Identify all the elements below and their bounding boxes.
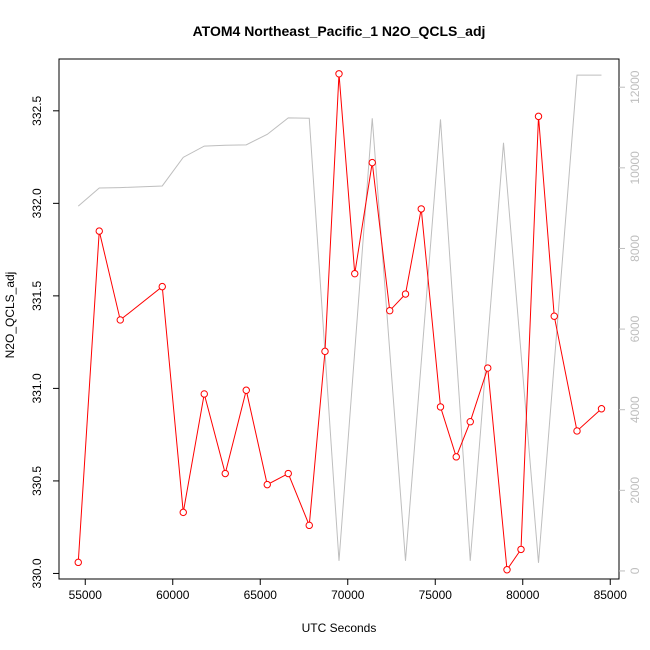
y2-tick-label: 12000 [628,70,642,104]
x-tick-label: 60000 [156,588,190,602]
x-tick-label: 55000 [69,588,103,602]
x-tick-label: 65000 [244,588,278,602]
y-axis-label: N2O_QCLS_adj [3,272,17,359]
data-point [221,469,229,478]
x-tick-label: 70000 [331,588,365,602]
data-point [335,70,343,78]
y2-tick-label: 8000 [628,235,642,262]
data-point [597,405,606,413]
y-axis-left: 330.0 330.5 331.0 331.5 332.0 332.5 [30,95,59,588]
data-point [417,205,425,213]
data-point [466,418,474,426]
x-tick-label: 80000 [506,588,540,602]
y-tick-label: 331.0 [30,373,44,403]
series-line-secondary [77,74,602,563]
data-point [386,306,394,315]
y2-tick-label: 2000 [628,477,642,504]
data-point [263,480,271,489]
data-point [351,269,359,278]
data-point [158,282,166,291]
x-tick-label: 75000 [419,588,453,602]
data-point [368,158,376,167]
data-point [242,386,250,394]
y2-tick-label: 4000 [628,396,642,423]
y-tick-label: 332.5 [30,95,44,125]
data-point [436,403,445,411]
data-point [95,227,103,235]
x-axis: 55000 60000 65000 70000 75000 80000 85000 [69,579,628,602]
data-point [284,469,292,478]
y-tick-label: 330.5 [30,466,44,496]
y-tick-label: 331.5 [30,281,44,311]
series-layer [74,70,606,574]
data-point [534,112,543,121]
data-point [503,566,511,574]
plot-frame [58,58,620,580]
data-point [74,558,82,567]
y2-tick-label: 0 [628,567,642,574]
data-point [401,290,410,298]
data-point [116,316,124,324]
data-point [452,453,460,461]
data-point [200,390,208,398]
data-point [321,347,329,356]
y2-tick-label: 10000 [628,151,642,185]
chart-title: ATOM4 Northeast_Pacific_1 N2O_QCLS_adj [193,23,486,39]
data-point [550,312,558,320]
data-point [305,521,313,530]
data-point [179,508,187,517]
series-line-n2o [77,73,602,572]
x-tick-label: 85000 [594,588,628,602]
data-point [517,545,525,554]
y-tick-label: 330.0 [30,558,44,588]
y-tick-label: 332.0 [30,188,44,218]
y2-tick-label: 6000 [628,315,642,342]
y-axis-right: 0 2000 4000 6000 8000 10000 12000 [619,70,642,574]
x-axis-label: UTC Seconds [302,621,377,635]
data-point [484,364,492,372]
data-point [573,427,581,435]
